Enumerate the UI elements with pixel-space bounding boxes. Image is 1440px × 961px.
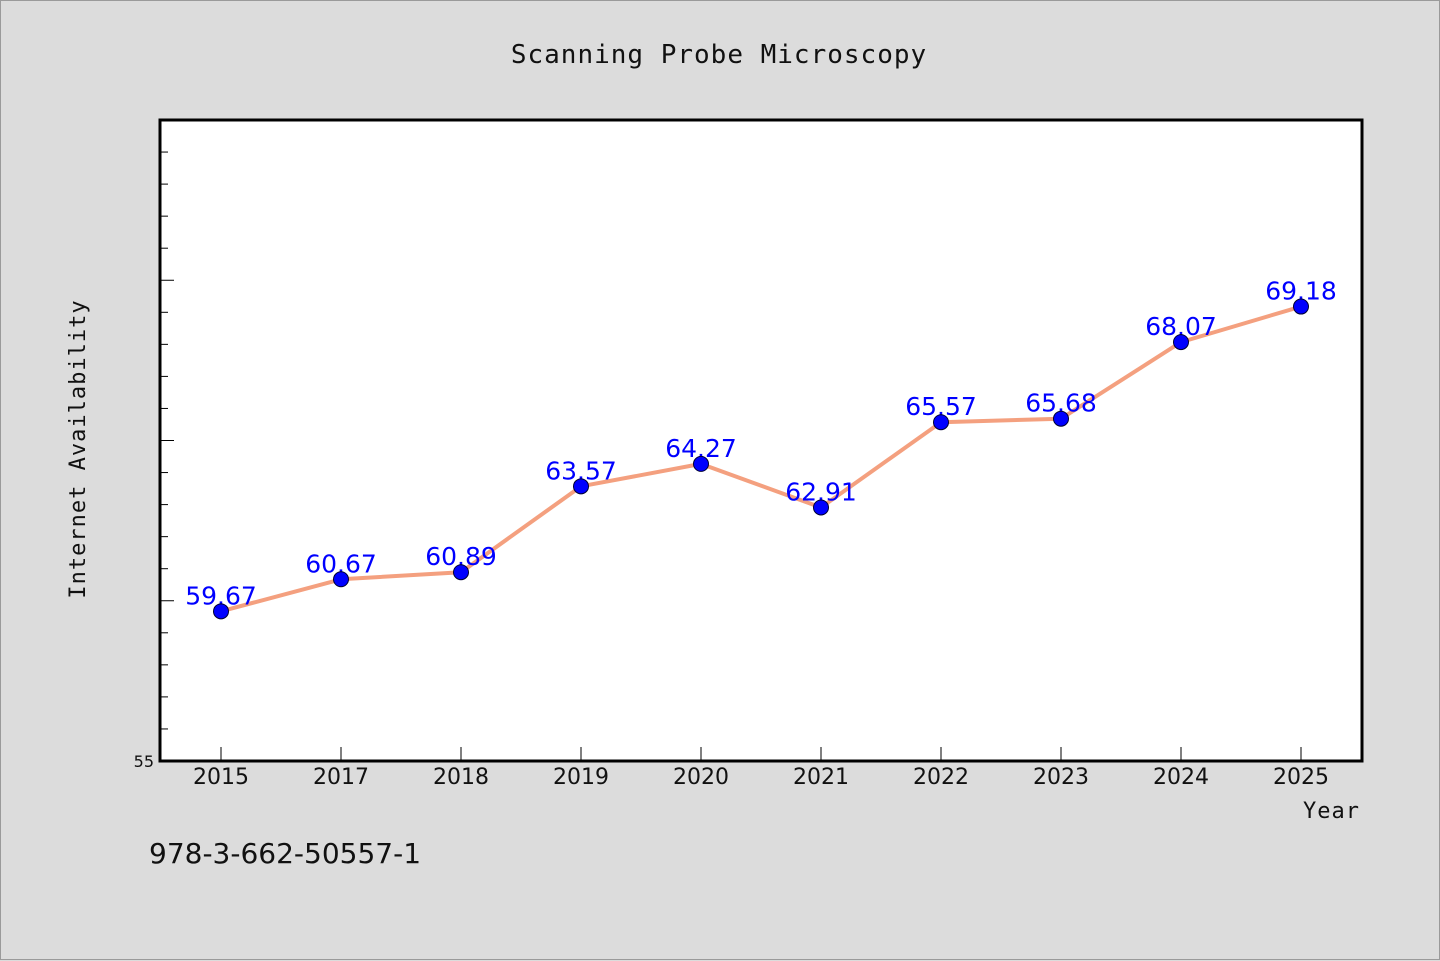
data-point bbox=[1293, 298, 1309, 315]
x-tick-label: 2017 bbox=[313, 765, 369, 790]
x-axis-tick-labels: 2015 2017 2018 2019 2020 2021 2022 2023 2024 2025 bbox=[193, 765, 1329, 790]
y-axis-ticks bbox=[160, 151, 174, 730]
data-point bbox=[933, 414, 949, 431]
x-tick-label: 2022 bbox=[913, 765, 969, 790]
x-tick-label: 2021 bbox=[793, 765, 849, 790]
chart-title: Scanning Probe Microscopy bbox=[511, 40, 927, 70]
data-point bbox=[693, 455, 709, 472]
x-tick-label: 2025 bbox=[1273, 765, 1329, 790]
isbn-text: 978-3-662-50557-1 bbox=[149, 837, 421, 870]
data-point bbox=[333, 571, 349, 588]
x-tick-label: 2024 bbox=[1153, 765, 1209, 790]
x-tick-label: 2019 bbox=[553, 765, 609, 790]
x-axis-label: Year bbox=[1303, 799, 1360, 824]
series-line bbox=[219, 304, 1303, 614]
plot-area bbox=[158, 118, 1364, 763]
y-axis-label: Internet Availability bbox=[66, 299, 91, 598]
data-point bbox=[1173, 334, 1189, 351]
data-point bbox=[453, 564, 469, 581]
y-axis-min-label: 55 bbox=[134, 752, 154, 771]
data-point bbox=[573, 478, 589, 495]
x-tick-label: 2015 bbox=[193, 765, 249, 790]
x-tick-label: 2023 bbox=[1033, 765, 1089, 790]
data-point bbox=[1053, 410, 1069, 427]
x-axis-ticks bbox=[220, 747, 1302, 761]
x-tick-label: 2018 bbox=[433, 765, 489, 790]
data-point bbox=[813, 499, 829, 516]
x-tick-label: 2020 bbox=[673, 765, 729, 790]
data-point bbox=[213, 603, 229, 620]
